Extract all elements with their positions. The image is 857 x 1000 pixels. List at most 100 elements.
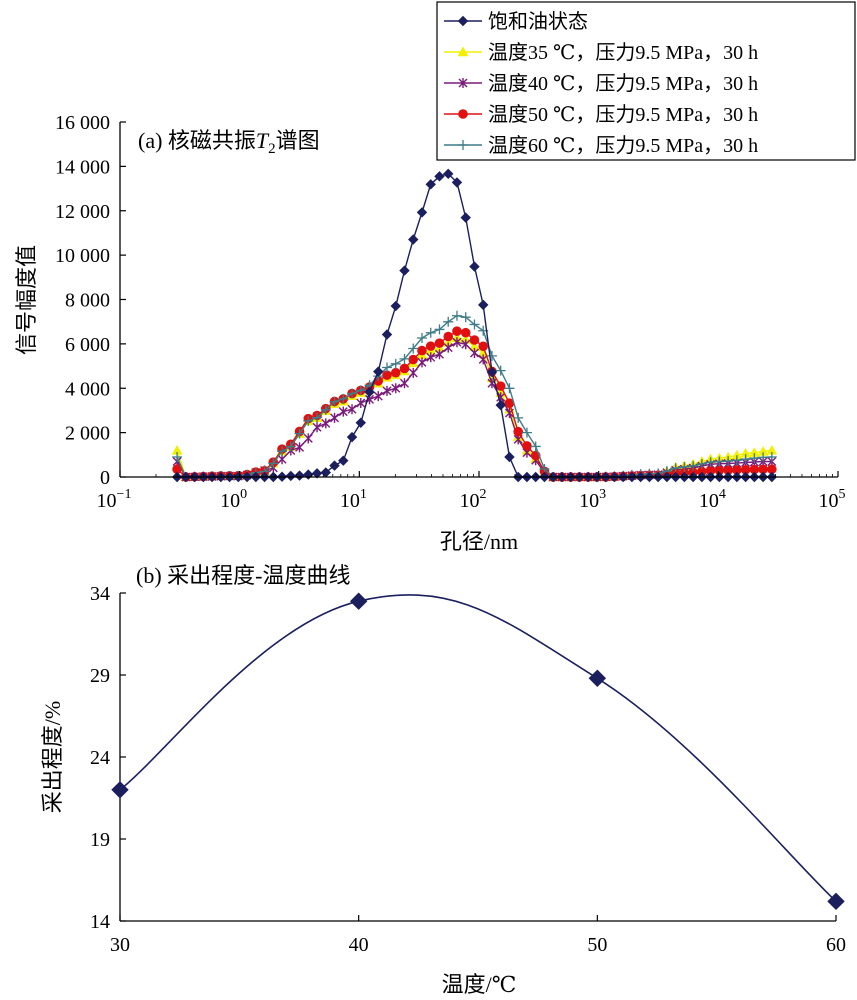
nmr-data-point (329, 460, 340, 471)
nmr-data-point (731, 455, 742, 466)
nmr-data-point (460, 327, 471, 338)
nmr-data-point (391, 383, 401, 394)
nmr-y-tick-label: 2 000 (65, 423, 110, 445)
nmr-data-point (425, 341, 436, 351)
recovery-x-axis-label: 温度/℃ (442, 972, 517, 997)
nmr-y-tick-label: 8 000 (65, 290, 110, 312)
nmr-series-line (176, 336, 772, 478)
nmr-data-point (767, 464, 777, 475)
nmr-data-point (426, 352, 436, 363)
nmr-data-point (294, 428, 305, 439)
nmr-x-tick-label: 100 (220, 487, 247, 512)
nmr-data-point (461, 339, 471, 350)
nmr-data-point (443, 331, 454, 342)
nmr-data-point (705, 465, 716, 476)
nmr-data-point (172, 452, 183, 463)
nmr-data-point (382, 370, 392, 380)
nmr-data-point (434, 171, 445, 182)
nmr-data-point (311, 468, 323, 479)
nmr-data-point (478, 299, 489, 311)
nmr-data-point (425, 179, 436, 190)
nmr-data-point (346, 431, 358, 443)
nmr-data-point (400, 378, 409, 389)
nmr-data-point (486, 350, 497, 361)
nmr-data-point (382, 385, 392, 396)
nmr-data-point (355, 385, 366, 396)
nmr-y-axis-label: 信号幅度值 (14, 245, 39, 355)
nmr-data-point (320, 404, 331, 415)
nmr-data-point (312, 422, 322, 433)
nmr-data-point (443, 316, 454, 327)
nmr-x-tick-label: 104 (699, 487, 726, 512)
nmr-title-suffix: 谱图 (276, 128, 320, 153)
nmr-data-point (347, 388, 358, 399)
nmr-data-point (714, 465, 725, 476)
nmr-data-point (285, 441, 296, 452)
nmr-legend-label: 温度60 ℃，压力9.5 MPa，30 h (488, 134, 758, 157)
nmr-data-point (312, 412, 323, 423)
recovery-series-line (119, 594, 837, 902)
recovery-y-tick-label: 24 (90, 747, 110, 769)
recovery-x-tick-label: 30 (110, 934, 130, 956)
nmr-data-point (513, 426, 524, 437)
nmr-data-point (723, 465, 733, 476)
recovery-chart-title: (b) 采出程度-温度曲线 (136, 563, 350, 588)
nmr-data-point (434, 349, 444, 360)
nmr-data-point (277, 446, 288, 457)
nmr-legend-marker (458, 140, 468, 150)
nmr-data-point (381, 329, 393, 340)
nmr-x-tick-label: 10−1 (97, 487, 132, 512)
nmr-axes: 0 2 000 4 000 6 000 8 000 10 000 12 000 14 000 1… (55, 112, 846, 512)
nmr-t2-chart: 0 2 000 4 000 6 000 8 000 10 000 12 000 14 000 1… (14, 1, 856, 554)
nmr-data-point (303, 433, 313, 444)
nmr-data-point (364, 386, 375, 398)
nmr-data-point (522, 441, 532, 451)
nmr-data-point (338, 393, 349, 404)
nmr-data-point (478, 354, 488, 365)
nmr-data-point (460, 212, 471, 223)
nmr-data-point (443, 168, 454, 180)
nmr-y-tick-label: 12 000 (55, 201, 110, 223)
nmr-data-point (460, 312, 471, 323)
nmr-data-point (390, 300, 401, 312)
nmr-data-point (347, 404, 357, 415)
nmr-data-point (451, 177, 463, 188)
nmr-data-point (732, 465, 742, 475)
nmr-data-point (408, 354, 419, 365)
nmr-title-prefix: (a) 核磁共振 (138, 128, 256, 153)
recovery-y-tick-label: 34 (90, 583, 110, 605)
recovery-data-point (111, 781, 129, 799)
recovery-data-point (588, 669, 607, 687)
nmr-data-point (469, 347, 479, 358)
nmr-data-point (443, 342, 453, 353)
nmr-data-point (373, 366, 384, 377)
nmr-data-point (434, 338, 445, 348)
nmr-data-point (329, 396, 340, 407)
nmr-data-point (495, 365, 506, 376)
nmr-data-point (408, 367, 418, 378)
nmr-series-line (176, 341, 772, 478)
nmr-data-point (495, 399, 506, 411)
nmr-data-point (766, 452, 777, 463)
nmr-data-point (382, 362, 393, 373)
nmr-y-tick-label: 4 000 (65, 378, 110, 400)
nmr-data-point (740, 454, 751, 465)
nmr-title-var: T (256, 128, 270, 153)
nmr-title-sub: 2 (268, 141, 276, 157)
nmr-data-point (417, 345, 427, 356)
nmr-data-point (749, 464, 760, 475)
nmr-data-point (172, 464, 182, 475)
nmr-data-point (670, 463, 681, 474)
nmr-data-point (295, 442, 305, 453)
nmr-data-point (399, 353, 410, 364)
recovery-x-tick-label: 60 (826, 934, 846, 956)
nmr-chart-title: (a) 核磁共振T2谱图 (138, 128, 320, 157)
nmr-data-point (486, 366, 498, 378)
nmr-x-tick-label: 102 (460, 487, 487, 512)
nmr-data-point (679, 461, 690, 472)
nmr-data-point (416, 207, 428, 218)
recovery-data-point (349, 592, 368, 610)
nmr-data-point (696, 458, 707, 469)
nmr-legend-label: 温度50 ℃，压力9.5 MPa，30 h (488, 103, 758, 126)
